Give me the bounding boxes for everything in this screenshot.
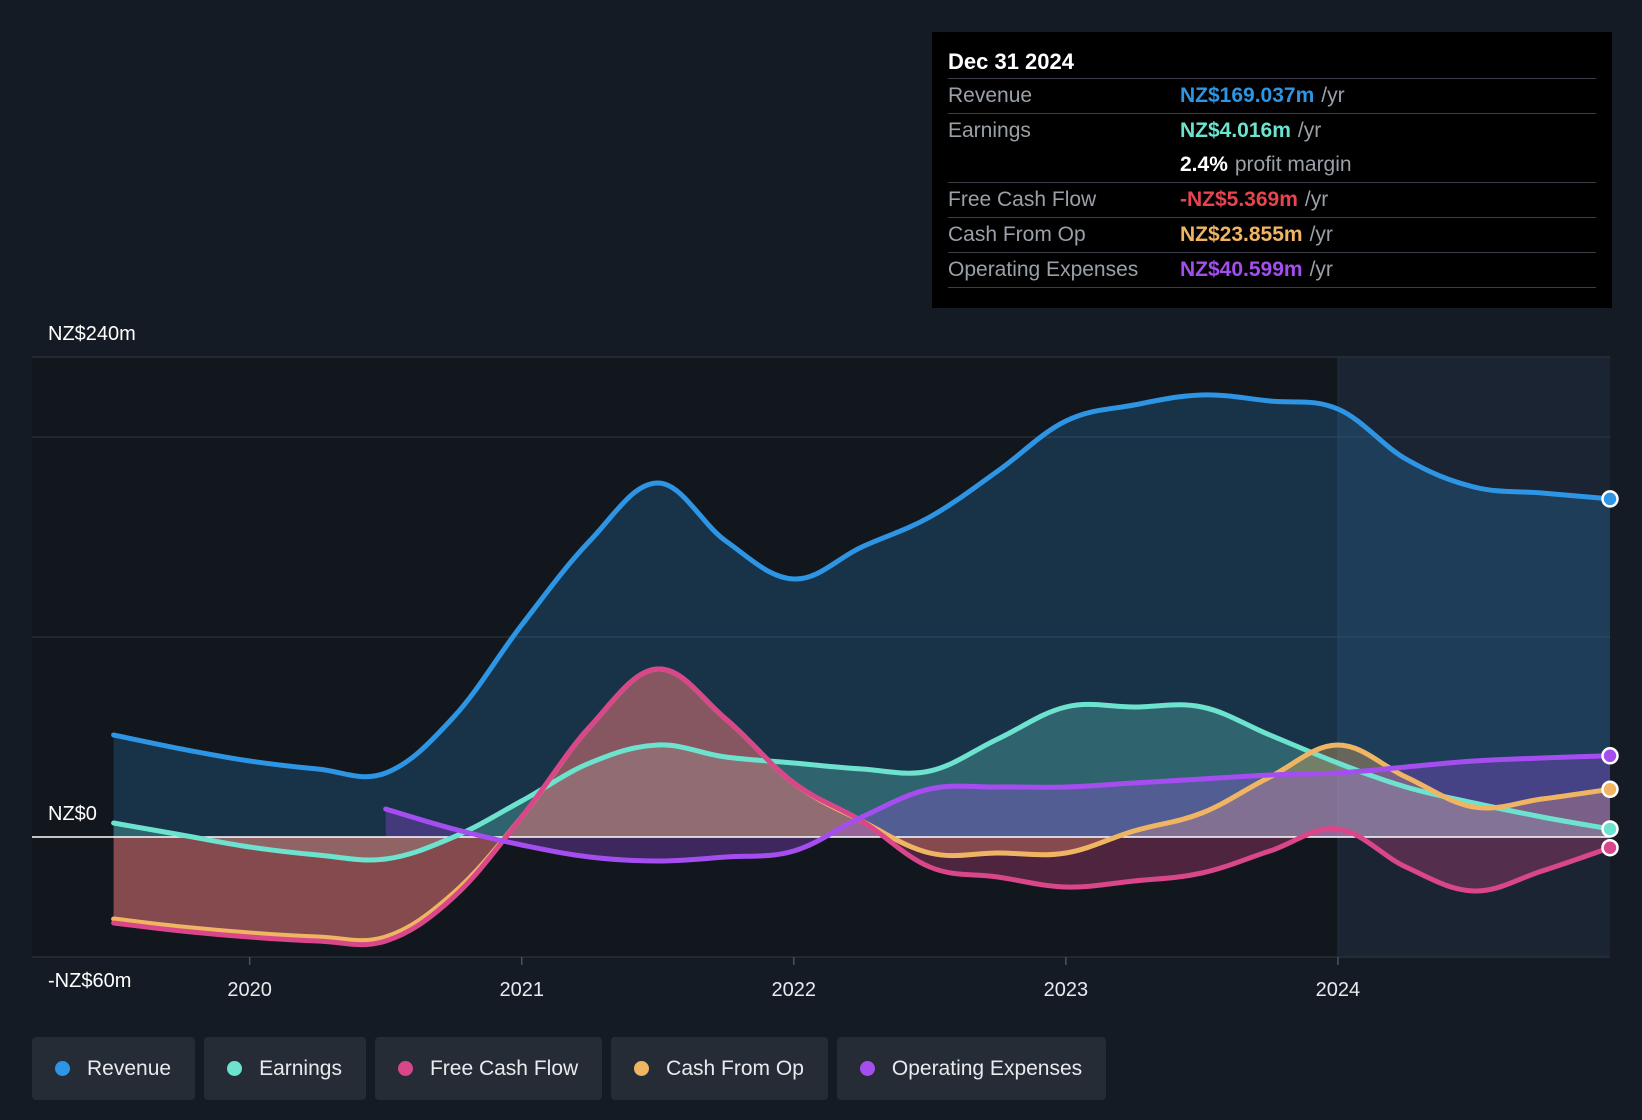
tooltip-value: -NZ$5.369m bbox=[1180, 188, 1298, 211]
legend-label: Operating Expenses bbox=[891, 1056, 1083, 1080]
tooltip-value: NZ$23.855m bbox=[1180, 223, 1303, 246]
legend-item-earnings[interactable]: Earnings bbox=[204, 1037, 366, 1100]
line-revenue bbox=[111, 392, 1613, 780]
tooltip-label: Cash From Op bbox=[948, 223, 1086, 246]
x-tick-label: 2023 bbox=[1044, 979, 1089, 1001]
tooltip-value: 2.4% bbox=[1180, 153, 1228, 176]
y-tick-label: NZ$240m bbox=[48, 323, 136, 345]
tooltip-unit: /yr bbox=[1309, 223, 1333, 246]
legend-item-free-cash-flow[interactable]: Free Cash Flow bbox=[374, 1037, 603, 1100]
tooltip-label: Operating Expenses bbox=[948, 258, 1139, 281]
legend-dot-icon bbox=[397, 1061, 413, 1076]
tooltip-row-cash-from-op: Cash From Op NZ$23.855m /yr bbox=[948, 218, 1596, 253]
area-revenue bbox=[113, 394, 1611, 837]
legend-label: Revenue bbox=[87, 1056, 172, 1080]
end-point-free-cash-flow bbox=[1601, 838, 1619, 857]
end-point-earnings bbox=[1601, 820, 1619, 838]
tooltip-value: NZ$4.016m bbox=[1180, 119, 1291, 142]
tooltip-unit: /yr bbox=[1321, 84, 1345, 107]
tooltip-label: Earnings bbox=[948, 119, 1031, 142]
end-point-operating-expenses bbox=[1601, 747, 1619, 765]
legend-item-cash-from-op[interactable]: Cash From Op bbox=[611, 1037, 828, 1100]
tooltip-row-revenue: Revenue NZ$169.037m /yr bbox=[948, 79, 1596, 114]
x-tick-label: 2020 bbox=[227, 979, 272, 1001]
legend-label: Earnings bbox=[259, 1056, 342, 1080]
tooltip-row-profit-margin: 2.4% profit margin bbox=[948, 148, 1596, 183]
legend: Revenue Earnings Free Cash Flow Cash Fro… bbox=[32, 1037, 1107, 1100]
tooltip-row-operating-expenses: Operating Expenses NZ$40.599m /yr bbox=[948, 253, 1596, 288]
forecast-region bbox=[1337, 357, 1610, 957]
x-tick-label: 2021 bbox=[499, 979, 544, 1001]
area-cash-from-op bbox=[113, 668, 1611, 941]
tooltip-unit: /yr bbox=[1297, 119, 1322, 142]
history-region bbox=[32, 357, 1338, 957]
tooltip-row-earnings: Earnings NZ$4.016m /yr bbox=[948, 114, 1596, 148]
tooltip-date: Dec 31 2024 bbox=[948, 46, 1596, 79]
x-tick-label: 2024 bbox=[1316, 979, 1361, 1001]
legend-label: Cash From Op bbox=[666, 1056, 804, 1080]
legend-label: Free Cash Flow bbox=[429, 1056, 579, 1080]
line-operating-expenses bbox=[383, 753, 1613, 864]
tooltip-unit: /yr bbox=[1309, 258, 1333, 281]
tooltip-label: Revenue bbox=[948, 84, 1033, 107]
legend-dot-icon bbox=[55, 1061, 70, 1076]
tooltip-label: Free Cash Flow bbox=[948, 188, 1097, 211]
legend-dot-icon bbox=[227, 1061, 243, 1076]
x-tick-label: 2022 bbox=[772, 979, 817, 1001]
tooltip-row-free-cash-flow: Free Cash Flow -NZ$5.369m /yr bbox=[948, 183, 1596, 218]
end-point-revenue bbox=[1601, 490, 1619, 508]
tooltip-value: NZ$40.599m bbox=[1180, 258, 1303, 281]
legend-item-revenue[interactable]: Revenue bbox=[32, 1037, 196, 1100]
legend-item-operating-expenses[interactable]: Operating Expenses bbox=[836, 1037, 1107, 1100]
legend-dot-icon bbox=[859, 1061, 875, 1076]
tooltip-unit: /yr bbox=[1304, 188, 1329, 211]
y-tick-label: -NZ$60m bbox=[48, 970, 131, 992]
area-free-cash-flow bbox=[113, 668, 1611, 945]
y-tick-label: NZ$0 bbox=[48, 803, 97, 825]
end-point-cash-from-op bbox=[1601, 780, 1619, 799]
tooltip-value: NZ$169.037m bbox=[1180, 84, 1315, 107]
legend-dot-icon bbox=[634, 1061, 650, 1076]
tooltip: Dec 31 2024 Revenue NZ$169.037m /yr Earn… bbox=[932, 32, 1612, 308]
tooltip-unit: profit margin bbox=[1234, 153, 1352, 176]
line-free-cash-flow bbox=[111, 666, 1613, 948]
